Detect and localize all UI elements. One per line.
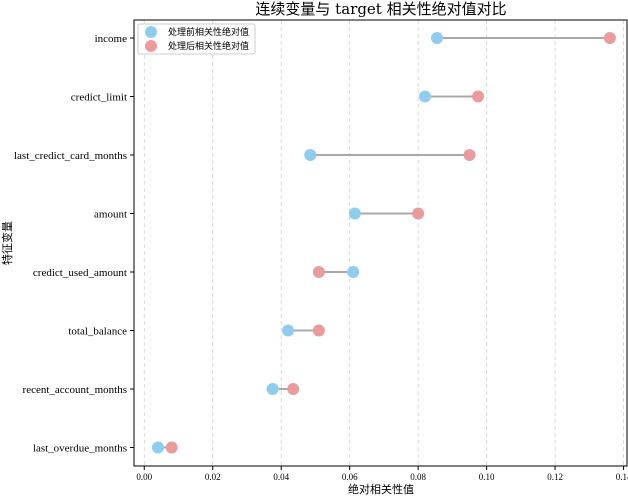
legend: 处理前相关性绝对值 处理后相关性绝对值: [137, 23, 256, 55]
point-before: [304, 149, 317, 161]
legend-label-before: 处理前相关性绝对值: [168, 26, 249, 38]
legend-marker-before: [145, 26, 157, 38]
point-after: [312, 266, 325, 278]
y-category-label: last_overdue_months: [33, 443, 127, 455]
point-before: [282, 324, 295, 337]
x-axis-ticks: 0.00 0.02 0.04 0.06 0.08 0.10 0.12 0.14: [136, 466, 628, 482]
point-before: [430, 32, 443, 44]
y-category-label: last_credict_card_months: [14, 150, 127, 162]
x-axis-label: 绝对相关性值: [348, 482, 414, 496]
y-category-label: total_balance: [68, 326, 127, 338]
x-tick-label: 0.06: [342, 472, 358, 482]
x-tick-label: 0.12: [547, 472, 563, 482]
x-tick-label: 0.00: [136, 472, 152, 482]
point-after: [312, 324, 325, 337]
y-category-label: recent_account_months: [23, 384, 127, 396]
point-after: [165, 441, 178, 454]
legend-label-after: 处理后相关性绝对值: [168, 40, 249, 52]
point-after: [463, 149, 476, 161]
data-points: [151, 32, 616, 454]
y-axis-label: 特征变量: [0, 221, 14, 265]
point-before: [151, 441, 164, 454]
y-category-label: amount: [94, 209, 127, 221]
point-after: [472, 90, 485, 103]
x-tick-label: 0.08: [410, 472, 426, 482]
point-before: [347, 266, 360, 278]
point-after: [412, 207, 425, 220]
point-before: [348, 207, 361, 220]
legend-frame: [137, 23, 256, 55]
point-after: [603, 32, 616, 44]
point-after: [287, 383, 300, 395]
x-tick-label: 0.02: [205, 472, 221, 482]
legend-marker-after: [145, 40, 157, 52]
x-tick-label: 0.04: [273, 472, 289, 482]
x-tick-label: 0.14: [616, 472, 628, 482]
y-axis-categories: income credict_limit last_credict_card_mon…: [14, 33, 134, 455]
point-before: [266, 383, 279, 395]
chart-title: 连续变量与 target 相关性绝对值对比: [255, 0, 506, 18]
y-category-label: credict_used_amount: [33, 267, 127, 279]
grid-lines: [143, 20, 624, 466]
x-tick-label: 0.10: [479, 472, 495, 482]
plot-frame: [133, 19, 628, 467]
y-category-label: credict_limit: [71, 92, 127, 104]
connectors: [157, 37, 610, 449]
point-before: [419, 90, 432, 103]
y-category-label: income: [95, 33, 127, 45]
